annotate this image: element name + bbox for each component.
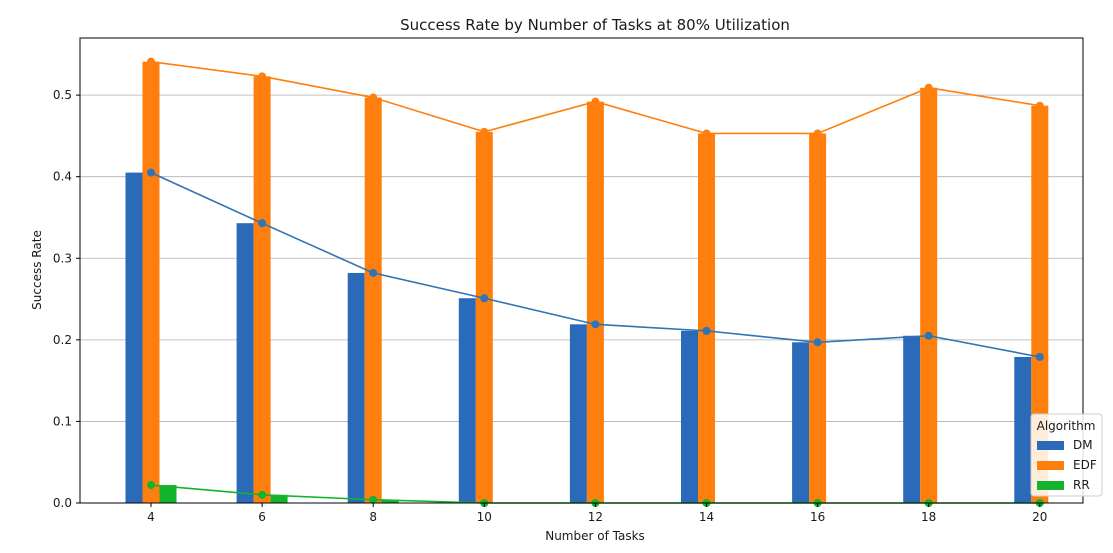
bar-edf [920,87,938,504]
marker-dm [480,294,489,303]
bar-dm [903,335,921,503]
bar-edf [364,97,382,503]
legend-label-dm: DM [1073,438,1093,452]
marker-edf [702,129,711,138]
x-tick-label: 18 [921,510,936,524]
x-tick-label: 8 [369,510,377,524]
bar-edf [698,133,715,503]
marker-edf [480,127,489,136]
bar-edf [142,61,160,503]
bar-dm [681,330,698,503]
bar-edf [809,133,827,503]
y-tick-label: 0.2 [53,333,72,347]
bar-edf [1031,105,1049,504]
marker-dm [369,268,378,277]
marker-edf [147,57,155,66]
bar-dm [347,272,365,503]
bar-rr [159,485,177,503]
y-tick-label: 0.4 [53,170,72,184]
marker-dm [591,320,600,329]
x-tick-label: 6 [258,510,266,524]
bar-dm [236,223,254,503]
x-axis-label: Number of Tasks [545,529,645,543]
legend-swatch-rr [1037,481,1064,490]
x-tick-label: 12 [588,510,603,524]
bar-edf [475,131,493,503]
bar-dm [1014,356,1032,503]
marker-edf [924,83,933,92]
legend-title: Algorithm [1037,419,1096,433]
bar-dm [125,172,143,503]
y-axis-label: Success Rate [30,230,44,310]
y-tick-label: 0.5 [53,88,72,102]
bar-edf [253,76,271,503]
bars-group [125,61,1049,504]
marker-edf [1035,101,1044,110]
x-tick-label: 16 [810,510,825,524]
marker-edf [813,129,822,138]
bar-rr [270,494,288,503]
x-tick-label: 10 [477,510,492,524]
marker-edf [591,97,600,106]
y-tick-label: 0.3 [53,251,72,265]
bar-edf [586,101,604,503]
y-tick-label: 0.0 [53,496,72,510]
legend-label-rr: RR [1073,478,1090,492]
marker-dm [1035,352,1044,361]
marker-edf [258,72,267,81]
legend-box [1030,413,1103,497]
y-tick-label: 0.1 [53,414,72,428]
marker-dm [147,168,155,177]
bar-rr [381,499,399,503]
bar-dm [792,342,810,503]
marker-dm [702,326,711,335]
legend: Algorithm DM EDF RR [1030,413,1103,497]
marker-edf [369,93,378,102]
marker-rr [258,490,267,499]
plot-area-frame [79,37,1084,504]
marker-dm [813,338,822,347]
x-axis-ticks: 4 6 8 10 12 14 16 18 20 [147,503,1047,524]
x-tick-label: 14 [699,510,714,524]
chart-title: Success Rate by Number of Tasks at 80% U… [400,16,790,34]
legend-swatch-dm [1037,441,1064,450]
marker-dm [924,331,933,340]
x-tick-label: 4 [147,510,155,524]
marker-dm [258,219,267,228]
y-axis-ticks: 0.0 0.1 0.2 0.3 0.4 0.5 [53,88,80,510]
legend-swatch-edf [1037,461,1064,470]
legend-label-edf: EDF [1073,458,1097,472]
x-tick-label: 20 [1032,510,1047,524]
marker-rr [147,481,155,490]
bar-dm [458,298,476,503]
bar-dm [569,324,587,503]
marker-rr [369,495,378,504]
